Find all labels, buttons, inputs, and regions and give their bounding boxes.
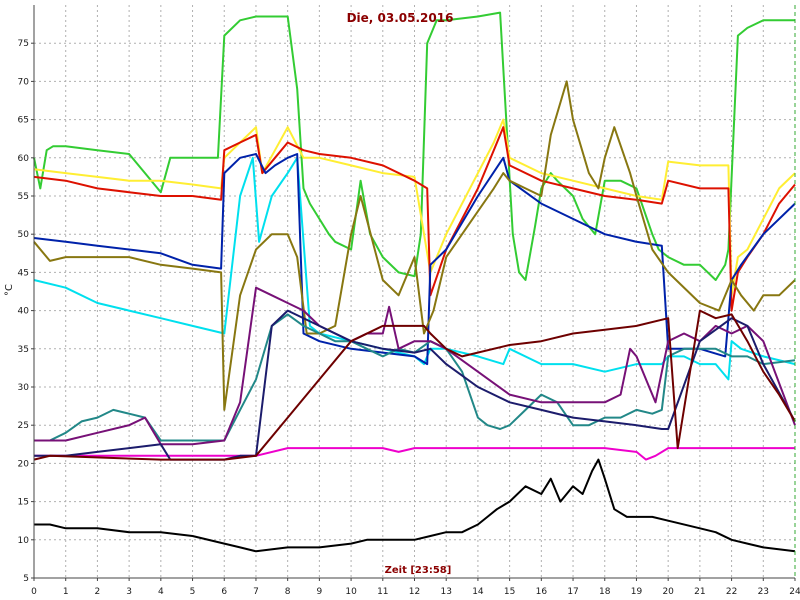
- x-tick-label: 7: [253, 587, 259, 597]
- x-tick-label: 15: [504, 587, 515, 597]
- y-tick-label: 60: [18, 154, 30, 164]
- y-tick-label: 25: [18, 421, 29, 431]
- axes: 0 1 2 3 4 5 6 7 8 9 10 11 12 13 14 15 16 17 18 19 20 21 22 23 24…: [18, 5, 800, 597]
- series-line-9: [34, 458, 796, 553]
- y-tick-label: 15: [18, 498, 29, 508]
- x-tick-label: 0: [31, 587, 37, 597]
- x-tick-label: 12: [409, 587, 420, 597]
- x-tick-label: 14: [472, 587, 484, 597]
- x-tick-label: 5: [190, 587, 196, 597]
- y-tick-label: 40: [18, 307, 30, 317]
- y-tick-label: 45: [18, 268, 29, 278]
- y-tick-label: 30: [18, 383, 30, 393]
- y-tick-label: 55: [18, 192, 29, 202]
- y-tick-label: 10: [18, 536, 30, 546]
- x-tick-label: 3: [126, 587, 132, 597]
- grid: [34, 5, 795, 579]
- series-line-10: [34, 447, 795, 461]
- series-line-1: [33, 11, 795, 281]
- series-line-8: [34, 286, 796, 446]
- x-tick-label: 23: [758, 587, 769, 597]
- y-tick-label: 75: [18, 39, 29, 49]
- x-tick-label: 1: [63, 587, 69, 597]
- x-tick-label: 19: [631, 587, 643, 597]
- series-line-5: [33, 153, 796, 366]
- y-tick-label: 20: [18, 459, 30, 469]
- x-tick-label: 20: [662, 587, 674, 597]
- x-tick-label: 13: [440, 587, 451, 597]
- x-axis-label: Zeit [23:58]: [385, 565, 452, 576]
- chart-title: Die, 03.05.2016: [347, 11, 454, 25]
- x-tick-label: 17: [567, 587, 578, 597]
- y-tick-label: 5: [23, 574, 29, 584]
- x-tick-label: 22: [726, 587, 737, 597]
- x-tick-label: 16: [536, 587, 548, 597]
- y-tick-label: 50: [18, 230, 30, 240]
- x-tick-label: 6: [221, 587, 227, 597]
- x-tick-label: 8: [285, 587, 291, 597]
- x-tick-label: 2: [95, 587, 101, 597]
- y-tick-label: 35: [18, 345, 29, 355]
- x-tick-label: 4: [158, 587, 164, 597]
- x-tick-label: 11: [377, 587, 388, 597]
- series-line-6: [33, 80, 796, 411]
- x-tick-label: 18: [599, 587, 611, 597]
- y-tick-label: 65: [18, 116, 29, 126]
- x-tick-label: 10: [345, 587, 357, 597]
- x-tick-label: 24: [789, 587, 800, 597]
- series-line-12: [33, 309, 796, 461]
- x-tick-label: 9: [317, 587, 323, 597]
- y-axis-label: °C: [4, 284, 15, 296]
- series-group: [33, 11, 796, 553]
- x-tick-label: 21: [694, 587, 705, 597]
- y-tick-label: 70: [18, 77, 30, 87]
